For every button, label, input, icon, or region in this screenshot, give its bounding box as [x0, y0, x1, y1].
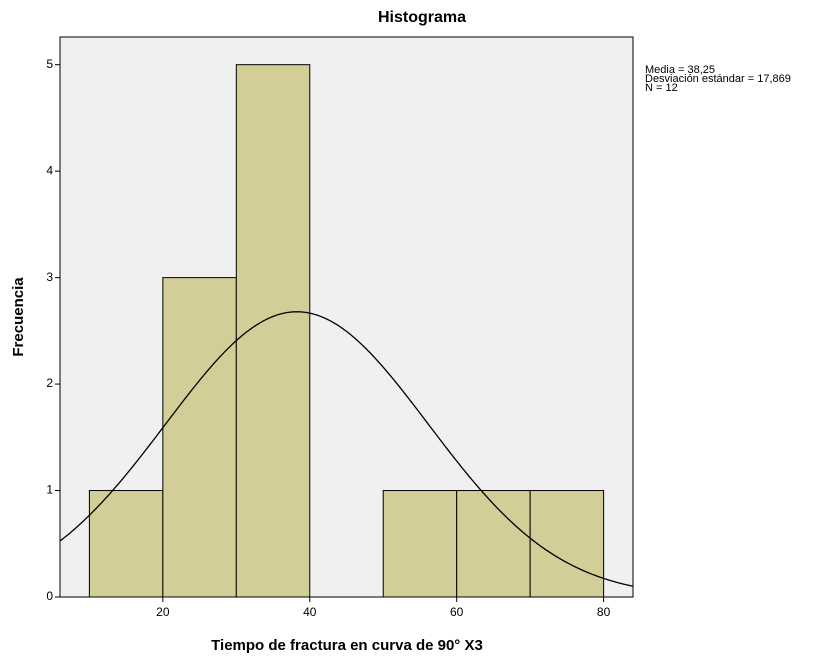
- stat-sd: Desviación estándar = 17,869: [645, 73, 791, 85]
- y-tick-label: 3: [46, 270, 53, 284]
- y-tick-label: 1: [46, 483, 53, 497]
- plot-frame: [59, 36, 634, 598]
- normal-curve: [60, 311, 633, 587]
- y-tick-label: 2: [46, 376, 53, 390]
- y-tick-label: 0: [46, 589, 53, 603]
- chart-title: Histograma: [378, 9, 466, 26]
- x-axis-label: Tiempo de fractura en curva de 90° X3: [211, 637, 483, 654]
- y-tick-label: 4: [46, 163, 53, 177]
- bar: [529, 490, 605, 598]
- x-tick-label: 60: [450, 605, 464, 619]
- stat-mean: Media = 38,25: [645, 64, 715, 76]
- x-tick-label: 20: [156, 605, 170, 619]
- x-tick-label: 40: [303, 605, 317, 619]
- bar: [235, 64, 311, 598]
- bar: [88, 490, 164, 598]
- bar: [382, 490, 458, 598]
- stat-n: N = 12: [645, 82, 678, 94]
- bar: [456, 490, 531, 598]
- y-tick-label: 5: [46, 57, 53, 71]
- y-axis-label: Frecuencia: [10, 277, 27, 357]
- bar: [162, 277, 237, 598]
- x-tick-label: 80: [597, 605, 611, 619]
